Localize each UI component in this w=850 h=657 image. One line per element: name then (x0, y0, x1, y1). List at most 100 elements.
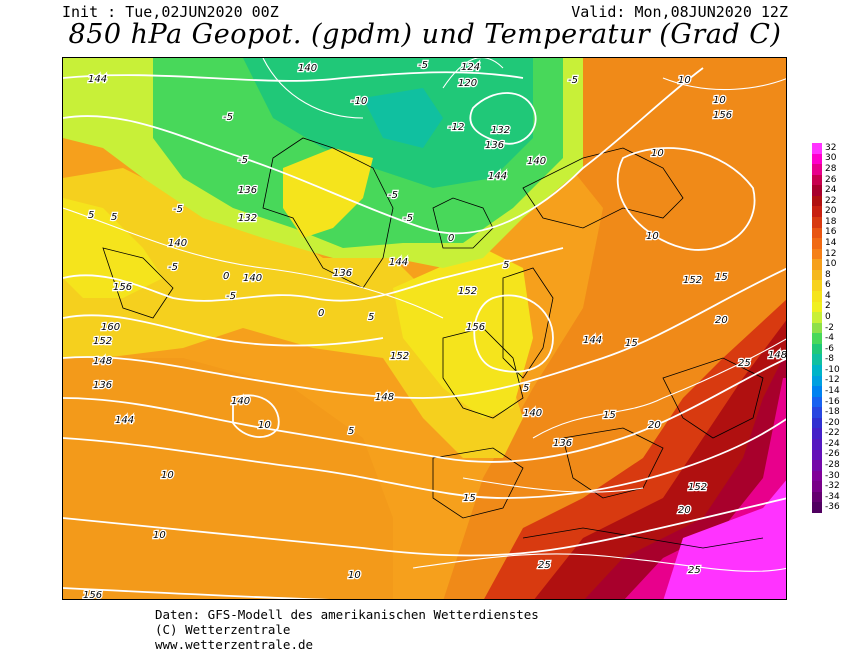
temp-label: 5 (523, 383, 529, 394)
legend-label: -14 (825, 385, 840, 396)
legend-label: 4 (825, 290, 831, 301)
temperature-field-cyan (363, 88, 443, 148)
geo-label: 136 (238, 185, 257, 196)
geo-label: 140 (243, 273, 262, 284)
temp-label: 15 (715, 272, 728, 283)
temperature-field-west-yellow (63, 198, 163, 298)
geo-label: 148 (93, 356, 112, 367)
temp-label: -5 (568, 75, 578, 86)
geo-label: 140 (523, 408, 542, 419)
legend-swatch (812, 227, 822, 239)
legend-swatch (812, 386, 822, 398)
geo-label: 144 (583, 335, 602, 346)
geo-label: 148 (768, 350, 787, 361)
geo-label: 120 (458, 78, 477, 89)
geo-label: 136 (553, 438, 572, 449)
geo-label: 152 (688, 482, 707, 493)
legend-label: -20 (825, 417, 840, 428)
legend-label: -10 (825, 364, 840, 375)
legend-swatch (812, 428, 822, 440)
legend-swatch (812, 365, 822, 377)
temp-label: -12 (448, 122, 464, 133)
geo-label: 136 (485, 140, 504, 151)
legend-label: 32 (825, 142, 837, 153)
legend-label: -8 (825, 354, 834, 365)
legend-swatch (812, 238, 822, 250)
legend-label: -24 (825, 438, 840, 449)
coastlines (102, 137, 764, 549)
geo-label: 136 (333, 268, 352, 279)
temp-label: 15 (603, 410, 616, 421)
temp-label: 0 (448, 233, 454, 244)
valid-time: Valid: Mon,08JUN2020 12Z (571, 3, 788, 21)
geo-label: 140 (231, 396, 250, 407)
legend-label: 30 (825, 153, 837, 164)
legend-swatch (812, 343, 822, 355)
geo-label: 156 (713, 110, 732, 121)
temp-label: 20 (715, 315, 728, 326)
legend-swatch (812, 491, 822, 503)
legend-swatch (812, 153, 822, 165)
geo-label: 152 (93, 336, 112, 347)
legend-swatch (812, 449, 822, 461)
temperature-field-pink (663, 480, 786, 599)
temp-label: 10 (646, 231, 659, 242)
legend-label: -34 (825, 491, 840, 502)
legend-swatch (812, 259, 822, 271)
footer-data-source: Daten: GFS-Modell des amerikanischen Wet… (155, 607, 539, 622)
geopotential-contours (63, 67, 786, 599)
temperature-field-yellow (63, 168, 523, 458)
temp-label: 10 (348, 570, 361, 581)
legend-label: 8 (825, 269, 831, 280)
legend-label: 0 (825, 311, 831, 322)
temp-label: -5 (168, 262, 178, 273)
temp-label: 25 (688, 565, 701, 576)
legend-swatch (812, 322, 822, 334)
legend-label: 6 (825, 280, 831, 291)
color-legend: 32 30 28 26 24 22 20 18 16 14 12 10 8 6 4 2 0 -2 -4 -6 -8 -10… (812, 142, 850, 514)
temp-label: 5 (368, 312, 374, 323)
temp-label: 0 (318, 308, 324, 319)
temp-label: -10 (351, 96, 367, 107)
temp-label: 20 (678, 505, 691, 516)
temp-label: -5 (388, 190, 398, 201)
legend-swatch (812, 460, 822, 472)
geo-label: 156 (113, 282, 132, 293)
geo-label: 156 (466, 322, 485, 333)
geopotential-labels: 144 140 124 120 132 136 140 144 136 132 … (82, 61, 787, 599)
temp-label: 10 (678, 75, 691, 86)
legend-label: -18 (825, 407, 840, 418)
legend-swatch (812, 291, 822, 303)
legend-swatch (812, 174, 822, 186)
weather-map: 144 140 124 120 132 136 140 144 136 132 … (62, 57, 787, 600)
temperature-field-yellow-pocket (283, 148, 373, 238)
footer-website: www.wetterzentrale.de (155, 637, 314, 652)
temperature-labels: -5 -5 -5 -10 -5 -12 -5 -5 -5 -5 -5 0 0 0… (87, 59, 752, 583)
geo-label: 144 (389, 257, 408, 268)
temp-label: 10 (651, 148, 664, 159)
legend-label: 12 (825, 248, 837, 259)
legend-swatch (812, 312, 822, 324)
temp-label: 20 (648, 420, 661, 431)
temp-label: 10 (713, 95, 726, 106)
legend-swatch (812, 396, 822, 408)
temp-label: 10 (153, 530, 166, 541)
geo-label: 136 (93, 380, 112, 391)
legend-label: -28 (825, 459, 840, 470)
temp-label: 15 (625, 338, 638, 349)
legend-label: -26 (825, 449, 840, 460)
temp-label: 5 (503, 260, 509, 271)
legend-label: -12 (825, 375, 840, 386)
legend-swatch (812, 206, 822, 218)
map-title: 850 hPa Geopot. (gpdm) und Temperatur (G… (68, 19, 782, 50)
legend-label: -32 (825, 481, 840, 492)
geo-label: 140 (527, 156, 546, 167)
legend-swatch (812, 481, 822, 493)
legend-label: 20 (825, 206, 837, 217)
legend-label: 2 (825, 301, 831, 312)
legend-label: -6 (825, 343, 834, 354)
geo-label: 148 (375, 392, 394, 403)
temp-label: -5 (238, 155, 248, 166)
legend-swatch (812, 164, 822, 176)
geo-label: 132 (238, 213, 257, 224)
